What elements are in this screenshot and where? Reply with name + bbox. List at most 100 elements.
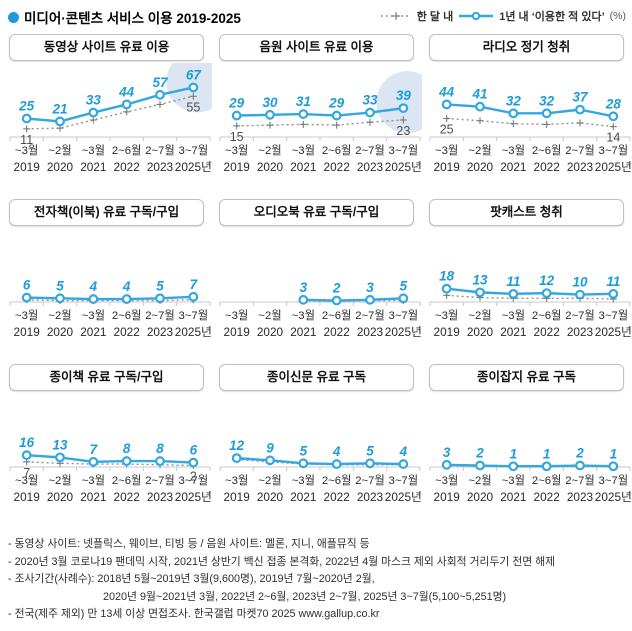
circle-marker-icon — [21, 450, 32, 461]
x-year-label: 2019 — [14, 160, 40, 174]
x-month-label: ~2월 — [468, 144, 491, 157]
chart-panel-title: 동영상 사이트 유료 이용 — [9, 34, 204, 61]
yearly-value-label: 33 — [362, 93, 378, 108]
yearly-value-label: 32 — [506, 93, 522, 108]
yearly-value-label: 37 — [572, 90, 589, 105]
footnote-definitions: - 동영상 사이트: 넷플릭스, 웨이브, 티빙 등 / 음원 사이트: 멜론,… — [8, 538, 370, 550]
x-year-label: 2019 — [434, 490, 460, 504]
x-month-label: 3~7월 — [179, 144, 209, 157]
chart-canvas: 15 23 29 30 31 29 33 39 ~3월 ~2월 ~3월 2~6월 2~7월 3~7월 201… — [219, 71, 422, 174]
x-year-label: 2023 — [147, 325, 174, 339]
x-month-label: ~3월 — [225, 474, 248, 487]
yearly-value-label: 2 — [475, 446, 484, 461]
chart-panel: 종이책 유료 구독/구입 7 2 16 13 7 8 8 6 ~3월 ~2월 ~3월 2~6월 2~7월 3… — [8, 364, 212, 511]
x-month-label: 3~7월 — [179, 309, 209, 322]
legend-yearly-label: 1년 내 ‘이용한 적 있다’ — [499, 11, 605, 23]
x-year-label: 2023 — [567, 160, 594, 174]
x-year-label: 2022 — [534, 160, 560, 174]
x-month-label: ~2월 — [48, 474, 71, 487]
yearly-value-label: 7 — [190, 277, 199, 292]
x-year-label: 2021 — [290, 325, 316, 339]
yearly-value-label: 18 — [439, 269, 455, 284]
yearly-value-label: 6 — [23, 278, 31, 293]
yearly-value-label: 3 — [366, 280, 374, 295]
circle-marker-icon — [88, 107, 99, 118]
monthly-series-line — [446, 294, 614, 300]
yearly-series-line — [446, 287, 614, 296]
yearly-value-label: 3 — [443, 445, 451, 460]
x-year-label: 2023 — [567, 490, 594, 504]
x-year-label: 2022 — [534, 490, 560, 504]
chart-panel-title: 종이책 유료 구독/구입 — [9, 364, 204, 391]
x-year-label: 2021 — [80, 160, 106, 174]
yearly-value-label: 6 — [190, 443, 198, 458]
x-month-label: 2~6월 — [322, 144, 352, 157]
circle-marker-icon — [365, 107, 375, 118]
monthly-value-label: 15 — [230, 130, 244, 144]
yearly-value-label: 2 — [575, 446, 584, 461]
yearly-value-label: 25 — [18, 99, 35, 114]
x-year-label: 2023 — [357, 490, 384, 504]
chart-panel: 팟캐스트 청취 18 13 11 12 10 11 ~3월 ~2월 ~3월 2~6월 2~7월 3~7월… — [428, 199, 632, 346]
circle-marker-icon — [188, 291, 199, 302]
circle-marker-icon — [231, 110, 242, 121]
x-year-label: 2021 — [80, 490, 106, 504]
circle-marker-icon — [608, 288, 619, 299]
x-year-label: 2023 — [357, 160, 384, 174]
yearly-value-label: 8 — [156, 441, 164, 456]
x-year-label: 2025년 — [385, 160, 422, 174]
yearly-series-line — [446, 463, 614, 468]
yearly-value-label: 57 — [152, 75, 169, 90]
yearly-value-label: 29 — [328, 96, 345, 111]
circle-marker-icon — [475, 101, 485, 112]
x-year-label: 2025년 — [175, 160, 212, 174]
x-year-label: 2020 — [47, 490, 74, 504]
x-month-label: ~2월 — [48, 309, 71, 322]
x-month-label: ~3월 — [15, 474, 38, 487]
yearly-series-line — [26, 295, 194, 301]
x-year-label: 2025년 — [595, 490, 632, 504]
circle-marker-icon — [298, 109, 309, 119]
x-year-label: 2023 — [147, 490, 174, 504]
circle-marker-icon — [475, 287, 485, 298]
x-year-label: 2025년 — [385, 325, 422, 339]
circle-marker-icon — [508, 288, 519, 299]
circle-marker-icon — [21, 113, 32, 124]
circle-marker-icon — [575, 289, 585, 300]
chart-panel-title: 라디오 정기 청취 — [429, 34, 624, 61]
x-month-label: 2~7월 — [565, 144, 595, 157]
x-year-label: 2022 — [324, 325, 350, 339]
yearly-value-label: 4 — [122, 279, 131, 294]
x-month-label: 2~7월 — [565, 474, 595, 487]
yearly-value-label: 39 — [396, 88, 412, 103]
yearly-value-label: 1 — [610, 446, 618, 461]
circle-marker-icon — [298, 294, 309, 305]
x-year-label: 2022 — [114, 325, 140, 339]
yearly-value-label: 21 — [51, 101, 67, 116]
x-month-label: 3~7월 — [599, 309, 629, 322]
x-month-label: ~3월 — [292, 474, 315, 487]
x-month-label: 3~7월 — [179, 474, 209, 487]
x-month-label: 2~6월 — [112, 144, 142, 157]
yearly-value-label: 41 — [471, 87, 487, 102]
circle-marker-icon — [55, 116, 65, 127]
circle-marker-icon — [155, 456, 165, 466]
x-month-label: ~3월 — [292, 144, 315, 157]
circle-marker-icon — [365, 458, 375, 469]
circle-marker-icon — [88, 294, 99, 304]
legend: 한 달 내 1년 내 ‘이용한 적 있다’ (%) — [380, 8, 626, 24]
chart-panel-title: 종이잡지 유료 구독 — [429, 364, 624, 391]
yearly-value-label: 4 — [332, 444, 341, 459]
yearly-value-label: 30 — [262, 95, 278, 110]
monthly-series-line — [446, 117, 614, 128]
chart-panel-title: 전자책(이북) 유료 구독/구입 — [9, 199, 204, 226]
yearly-series-line — [303, 297, 404, 302]
x-month-label: 2~7월 — [565, 309, 595, 322]
x-month-label: 2~7월 — [145, 309, 175, 322]
yearly-value-label: 32 — [539, 93, 555, 108]
x-month-label: 3~7월 — [389, 474, 419, 487]
chart-panel: 종이신문 유료 구독 12 9 5 4 5 4 ~3월 ~2월 ~3월 2~6월 2~7월 3~7월 20… — [218, 364, 422, 511]
circle-marker-icon — [21, 292, 32, 303]
circle-marker-icon — [575, 460, 585, 471]
circle-marker-icon — [155, 89, 165, 100]
